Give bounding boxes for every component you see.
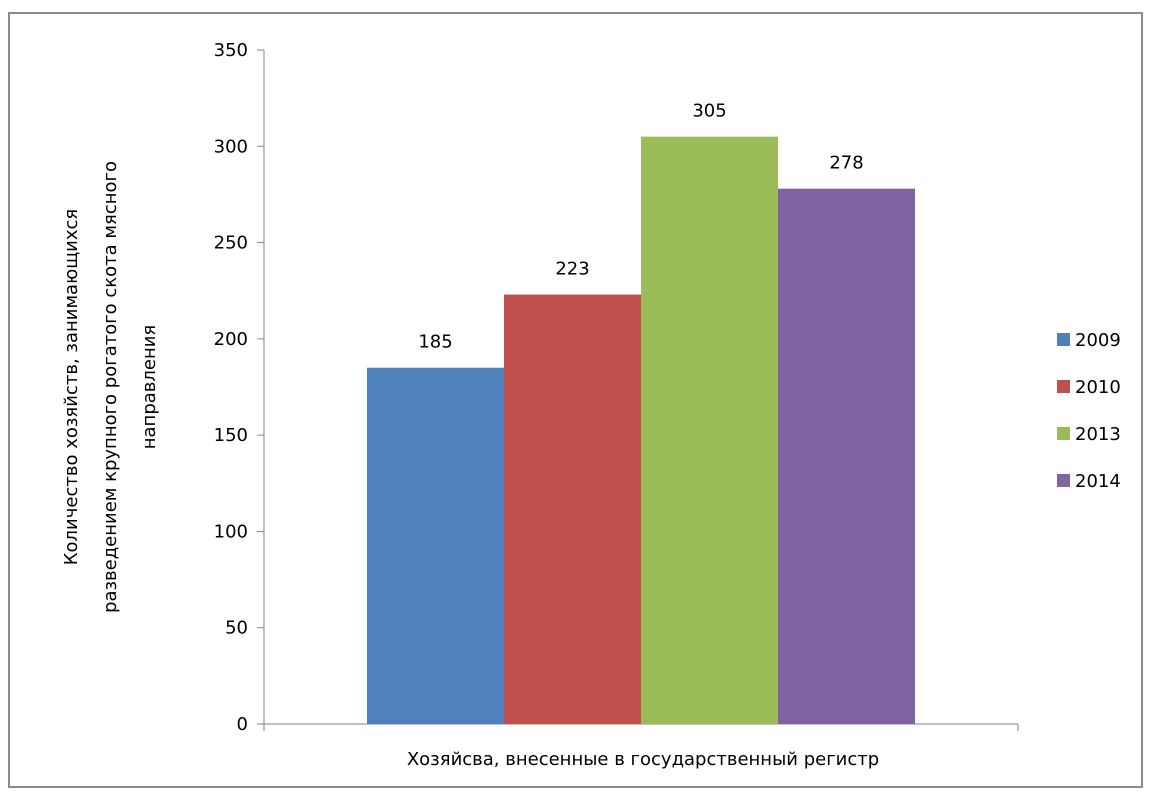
y-tick-label: 100 (214, 521, 248, 542)
x-axis-title: Хозяйсва, внесенные в государственный ре… (407, 749, 879, 770)
y-tick-label: 350 (214, 40, 248, 61)
data-label-2009: 185 (418, 332, 452, 353)
y-tick-label: 300 (214, 136, 248, 157)
legend-label-2010: 2010 (1075, 377, 1121, 398)
legend-label-2009: 2009 (1075, 330, 1121, 351)
legend-swatch-2014 (1057, 474, 1070, 487)
bar-2009 (367, 367, 504, 724)
x-axis (263, 723, 1019, 731)
y-axis: 0 50 100 150 200 250 300 350 (214, 40, 265, 735)
bars (367, 136, 915, 724)
data-label-2014: 278 (829, 153, 863, 174)
legend-label-2013: 2013 (1075, 424, 1121, 445)
y-tick-label: 50 (225, 618, 248, 639)
legend-swatch-2009 (1057, 333, 1070, 346)
y-tick-label: 0 (237, 714, 248, 735)
data-label-2010: 223 (555, 259, 589, 280)
y-axis-title-line: разведением крупного рогатого скота мясн… (100, 161, 121, 613)
y-tick-label: 200 (214, 329, 248, 350)
legend-swatch-2010 (1057, 380, 1070, 393)
bar-2013 (641, 136, 778, 724)
legend-swatch-2013 (1057, 427, 1070, 440)
y-tick-label: 150 (214, 425, 248, 446)
bar-2014 (778, 188, 915, 724)
data-label-2013: 305 (692, 101, 726, 122)
legend-label-2014: 2014 (1075, 471, 1121, 492)
legend: 2009 2010 2013 2014 (1057, 330, 1121, 492)
bar-2010 (504, 294, 641, 724)
y-tick-label: 250 (214, 233, 248, 254)
y-axis-title-line: Количество хозяйств, занимающихся (61, 209, 82, 565)
y-axis-title: Количество хозяйств, занимающихся разведе… (61, 161, 160, 613)
data-labels: 185 223 305 278 (418, 101, 863, 353)
y-axis-title-line: направления (139, 325, 160, 450)
